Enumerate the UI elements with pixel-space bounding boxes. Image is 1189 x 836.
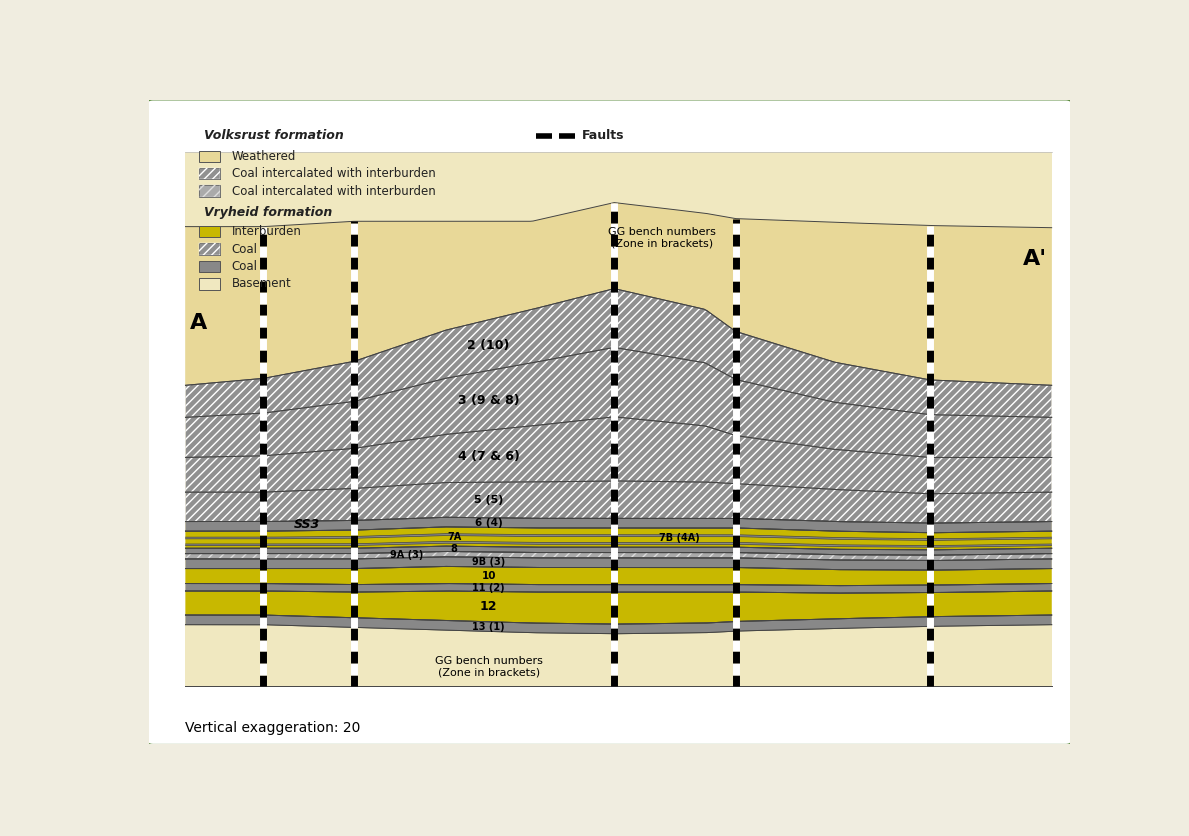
Text: 7A: 7A xyxy=(447,532,461,542)
Bar xyxy=(200,261,220,273)
Text: 4 (7 & 6): 4 (7 & 6) xyxy=(458,450,520,463)
Bar xyxy=(200,243,220,255)
Text: 5 (5): 5 (5) xyxy=(474,495,503,505)
Text: 9B (3): 9B (3) xyxy=(472,557,505,567)
Text: Coal intercalated with interburden: Coal intercalated with interburden xyxy=(232,185,435,197)
Polygon shape xyxy=(185,615,1052,634)
Text: GG bench numbers
(Zone in brackets): GG bench numbers (Zone in brackets) xyxy=(435,656,542,678)
Text: Weathered: Weathered xyxy=(232,150,296,163)
Text: 3 (9 & 8): 3 (9 & 8) xyxy=(458,394,520,407)
Polygon shape xyxy=(185,542,1052,548)
Polygon shape xyxy=(185,584,1052,593)
Text: Coal intercalated with interburden: Coal intercalated with interburden xyxy=(232,167,435,181)
Text: A: A xyxy=(190,313,207,333)
Text: Coal: Coal xyxy=(232,242,258,256)
Polygon shape xyxy=(185,152,1052,686)
Polygon shape xyxy=(185,546,1052,555)
Polygon shape xyxy=(185,348,1052,457)
Bar xyxy=(200,168,220,180)
Bar xyxy=(200,168,220,180)
Text: 2 (10): 2 (10) xyxy=(467,339,510,352)
Text: SS3: SS3 xyxy=(294,518,320,531)
Text: 9A (3): 9A (3) xyxy=(390,550,423,560)
Polygon shape xyxy=(185,567,1052,586)
Text: 6 (4): 6 (4) xyxy=(474,517,503,528)
Text: 12: 12 xyxy=(480,600,497,613)
Polygon shape xyxy=(185,591,1052,624)
Polygon shape xyxy=(185,533,1052,540)
Text: 10: 10 xyxy=(482,570,496,580)
Polygon shape xyxy=(185,417,1052,494)
Text: Vertical exaggeration: 20: Vertical exaggeration: 20 xyxy=(185,721,360,735)
Polygon shape xyxy=(185,202,1052,385)
Polygon shape xyxy=(185,557,1052,570)
Polygon shape xyxy=(185,288,1052,417)
Text: Coal: Coal xyxy=(232,260,258,273)
FancyBboxPatch shape xyxy=(146,99,1072,746)
Bar xyxy=(200,150,220,162)
Bar xyxy=(200,186,220,197)
Text: 8: 8 xyxy=(451,544,458,554)
Text: Basement: Basement xyxy=(232,278,291,290)
Text: A': A' xyxy=(1023,248,1048,268)
Text: Interburden: Interburden xyxy=(232,225,302,238)
Polygon shape xyxy=(185,624,1052,686)
Polygon shape xyxy=(185,527,1052,550)
Polygon shape xyxy=(185,552,1052,561)
Bar xyxy=(200,243,220,255)
Bar xyxy=(200,226,220,237)
Text: 13 (1): 13 (1) xyxy=(472,621,505,631)
Text: Vryheid formation: Vryheid formation xyxy=(205,206,332,219)
Text: 11 (2): 11 (2) xyxy=(472,583,505,593)
Polygon shape xyxy=(185,481,1052,523)
Bar xyxy=(200,278,220,289)
Text: Volksrust formation: Volksrust formation xyxy=(205,130,344,142)
Polygon shape xyxy=(185,517,1052,533)
Text: Faults: Faults xyxy=(581,130,624,142)
Bar xyxy=(200,186,220,197)
Text: GG bench numbers
(Zone in brackets): GG bench numbers (Zone in brackets) xyxy=(608,227,716,248)
Text: 7B (4A): 7B (4A) xyxy=(659,533,699,543)
